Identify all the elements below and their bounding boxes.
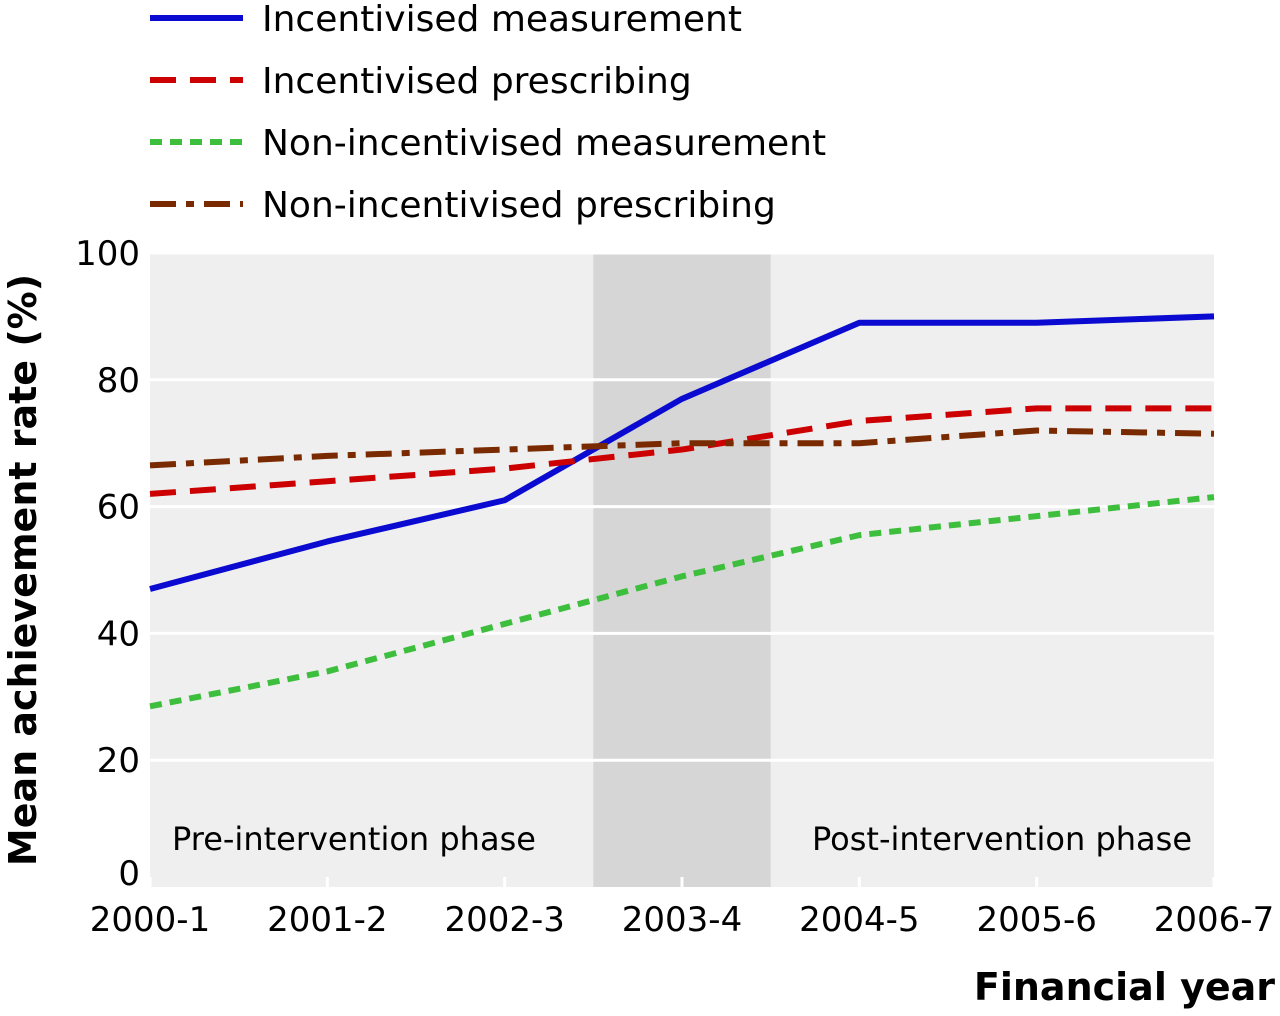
x-tick-label: 2001-2 [267,900,387,940]
legend-label-3: Non-incentivised measurement [262,123,826,164]
series-line-3 [149,494,1215,710]
y-tick-label: 60 [97,488,140,528]
y-tick-label: 20 [97,741,140,781]
series-line-1 [149,313,1215,592]
legend-label-1: Incentivised measurement [262,0,742,40]
y-tick-label: 0 [118,854,140,894]
x-tick-label: 2002-3 [444,900,564,940]
y-tick-label: 40 [97,614,140,654]
legend-label-2: Incentivised prescribing [262,61,692,102]
intervention-shaded-region [593,253,771,887]
series-line-4 [149,427,1215,469]
legend-label-4: Non-incentivised prescribing [262,185,776,226]
y-axis-title: Mean achievement rate (%) [1,274,45,866]
x-tick-label: 2006-7 [1154,900,1274,940]
pre-intervention-label: Pre-intervention phase [172,820,536,858]
x-axis-title: Financial year [974,965,1275,1009]
x-tick-label: 2004-5 [799,900,919,940]
x-tick-label: 2000-1 [90,900,210,940]
x-tick-label: 2003-4 [622,900,742,940]
y-tick-label: 80 [97,361,140,401]
series-line-2 [149,405,1214,497]
post-intervention-label: Post-intervention phase [812,820,1192,858]
y-tick-label: 100 [75,234,140,274]
x-tick-label: 2005-6 [976,900,1096,940]
